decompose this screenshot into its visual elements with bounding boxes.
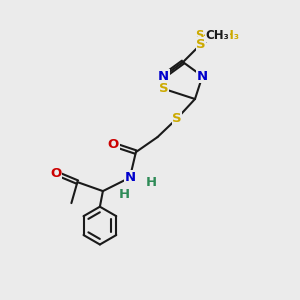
Text: S: S [196,38,206,51]
Text: H: H [118,188,130,201]
Text: H: H [145,176,157,189]
Text: O: O [50,167,61,180]
Text: N: N [158,70,169,83]
Text: CH₃: CH₃ [206,28,230,42]
Text: S: S [159,82,168,95]
Text: S—CH₃: S—CH₃ [196,28,239,42]
Text: N: N [124,171,136,184]
Text: S: S [196,38,206,51]
Text: O: O [108,138,119,151]
Text: N: N [197,70,208,83]
Text: S: S [172,112,182,125]
